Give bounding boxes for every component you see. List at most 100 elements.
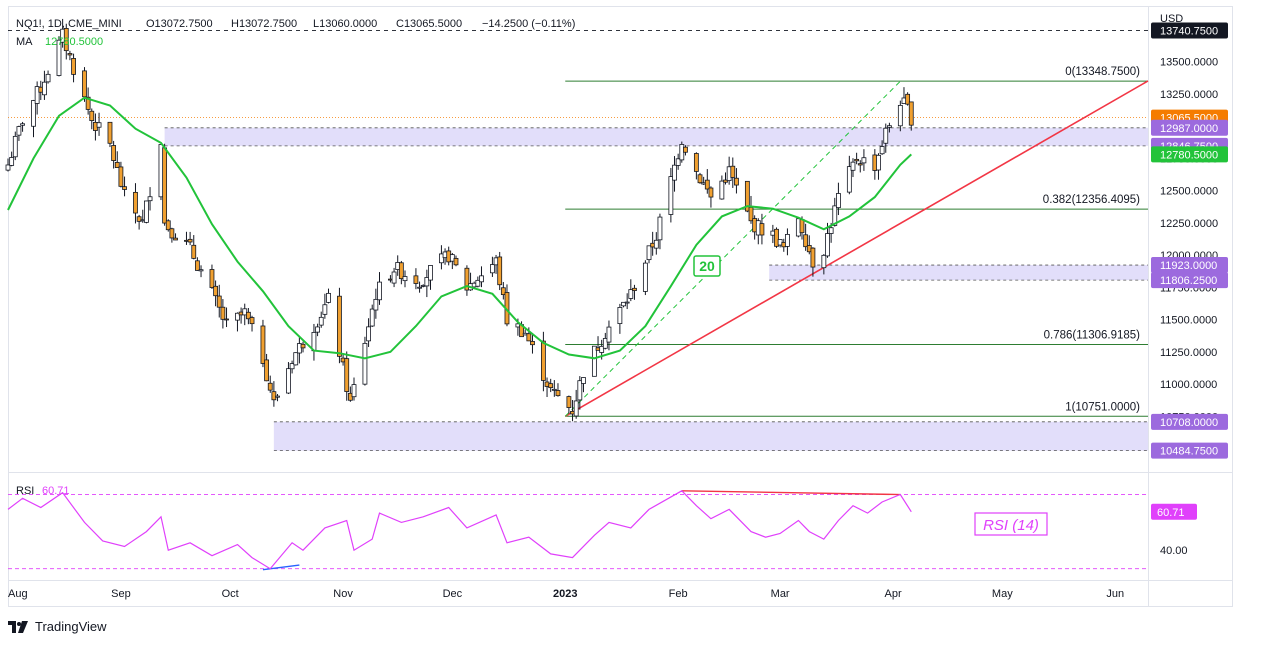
- candle-up: [646, 245, 652, 261]
- candle-down: [245, 311, 251, 320]
- legend-ma-value: 12780.5000: [45, 36, 103, 48]
- candle-up: [668, 176, 674, 215]
- price-tick-label: 11500.0000: [1160, 315, 1217, 327]
- candle-down: [107, 121, 113, 144]
- candle-up: [439, 253, 444, 264]
- candle-up: [628, 289, 634, 299]
- candle-up: [672, 164, 677, 181]
- price-tag: [1151, 257, 1228, 274]
- candle-down: [260, 325, 266, 364]
- rsi-title: RSI (14): [983, 517, 1039, 534]
- time-tick-label: Sep: [111, 588, 131, 600]
- candle-up: [599, 345, 605, 353]
- time-tick-label: May: [992, 588, 1013, 600]
- candle-up: [235, 312, 240, 321]
- price-tag: [1151, 22, 1228, 39]
- candle-down: [759, 223, 765, 236]
- candle-down: [566, 396, 572, 408]
- zone-band: [164, 127, 1149, 146]
- rsi-tick-label: 40.00: [1160, 545, 1188, 557]
- candle-down: [799, 219, 805, 234]
- candle-down: [187, 238, 193, 243]
- rsi-value-tag: [1151, 503, 1197, 520]
- candle-down: [500, 287, 506, 296]
- candle-up: [861, 157, 867, 164]
- candle-down: [67, 53, 73, 56]
- candle-up: [602, 338, 608, 349]
- candle-up: [428, 265, 433, 281]
- trend-lines: [564, 80, 1149, 417]
- fib-level-label: 0.382(12356.4095): [1043, 194, 1140, 206]
- price-labels: 13740.750013065.500012987.000012846.7500…: [1151, 22, 1228, 459]
- candle-up: [887, 125, 892, 128]
- candle-up: [144, 200, 149, 223]
- candle-up: [832, 205, 838, 226]
- legend-close: C13065.5000: [396, 18, 462, 30]
- candle-down: [337, 295, 342, 357]
- rsi-bearish-divergence: [681, 490, 901, 496]
- legend-open: O13072.7500: [146, 18, 213, 30]
- candle-up: [147, 196, 153, 202]
- candle-down: [173, 237, 178, 241]
- moving-average-line: [7, 96, 912, 360]
- candle-down: [344, 358, 350, 392]
- time-tick-label: Oct: [222, 588, 239, 600]
- rsi-title-box: [974, 512, 1048, 536]
- zone-band: [769, 265, 1148, 281]
- candle-down: [540, 340, 546, 381]
- time-tick-label: 2023: [553, 588, 577, 600]
- candle-down: [224, 318, 229, 321]
- candle-up: [369, 308, 375, 327]
- candle-up: [621, 301, 626, 307]
- price-tag: [1151, 146, 1228, 163]
- candle-up: [31, 100, 36, 127]
- candle-up: [42, 81, 47, 96]
- candle-up: [449, 254, 455, 262]
- candle-down: [300, 343, 306, 349]
- candle-down: [209, 269, 215, 288]
- candle-down: [497, 256, 503, 286]
- candle-up: [821, 254, 827, 269]
- price-tag-text: 12780.5000: [1160, 149, 1218, 161]
- candle-up: [293, 352, 299, 366]
- time-tick-label: Feb: [669, 588, 688, 600]
- candle-down: [169, 228, 175, 239]
- candle-down: [264, 359, 269, 382]
- zone-band: [273, 421, 1148, 451]
- candle-up: [825, 233, 830, 257]
- fib-level-label: 0.786(11306.9185): [1044, 330, 1141, 342]
- candle-up: [402, 276, 408, 282]
- candle-down: [854, 158, 860, 162]
- candle-up: [606, 326, 612, 343]
- candle-down: [133, 191, 138, 214]
- candle-up: [828, 227, 834, 234]
- candle-down: [632, 287, 637, 291]
- candle-down: [216, 295, 222, 308]
- candle-down: [63, 28, 69, 52]
- candle-up: [551, 388, 557, 391]
- time-tick-label: Mar: [771, 588, 790, 600]
- candle-up: [315, 326, 320, 333]
- tradingview-brand: TradingView: [35, 619, 107, 634]
- candle-down: [413, 275, 419, 284]
- candle-down: [905, 93, 911, 105]
- support-resistance-zones: [8, 30, 1149, 452]
- candle-up: [198, 269, 204, 272]
- chart-frame: [8, 6, 1233, 607]
- legend-symbol: NQ1!, 1D, CME_MINI: [16, 18, 122, 30]
- candle-up: [16, 126, 22, 136]
- candle-up: [275, 395, 280, 398]
- price-tag: [1151, 413, 1228, 430]
- price-tick-label: 12250.0000: [1160, 218, 1218, 230]
- candle-down: [267, 382, 273, 391]
- candle-down: [453, 257, 459, 266]
- candle-down: [213, 285, 219, 297]
- candle-down: [734, 177, 739, 186]
- candle-down: [122, 186, 127, 190]
- tradingview-logo[interactable]: TradingView: [8, 619, 107, 634]
- time-tick-label: Jun: [1106, 588, 1124, 600]
- candle-up: [883, 127, 889, 144]
- candle-down: [526, 333, 532, 342]
- candle-down: [89, 110, 95, 122]
